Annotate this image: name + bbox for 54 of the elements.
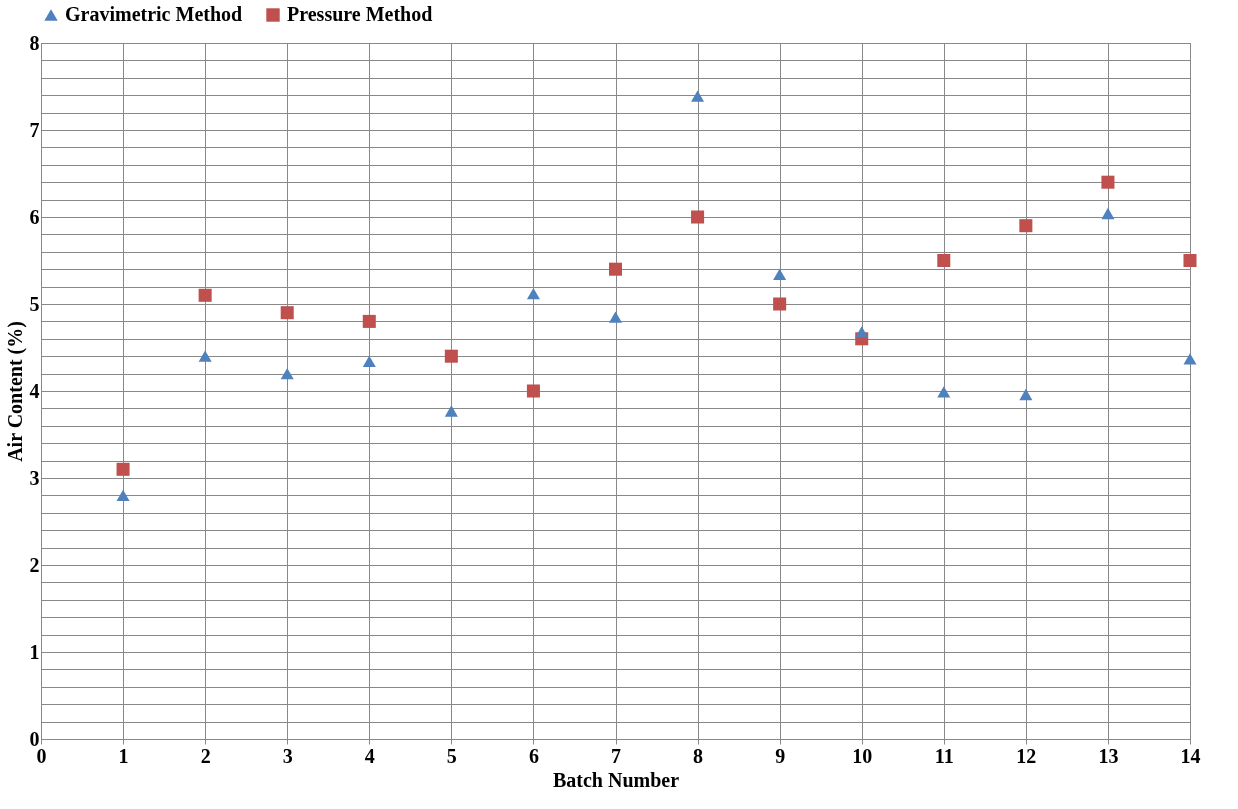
x-tick-label: 3 xyxy=(282,744,293,767)
point xyxy=(116,489,130,502)
point xyxy=(691,210,705,224)
point xyxy=(1019,388,1033,401)
point xyxy=(691,90,705,102)
point xyxy=(280,306,294,320)
y-tick-label: 8 xyxy=(29,31,40,54)
x-axis-title: Batch Number xyxy=(552,768,680,791)
x-tick-label: 4 xyxy=(364,744,375,767)
point xyxy=(773,297,787,311)
x-tick-label: 2 xyxy=(200,744,211,767)
point xyxy=(116,462,130,476)
point xyxy=(444,405,458,417)
y-tick-label: 4 xyxy=(29,379,40,402)
x-tick-label: 14 xyxy=(1180,744,1201,767)
x-tick-label: 5 xyxy=(446,744,457,767)
x-tick-label: 13 xyxy=(1098,744,1119,767)
y-tick-label: 0 xyxy=(29,727,40,750)
x-tick-label: 8 xyxy=(693,744,704,767)
x-tick-label: 1 xyxy=(118,744,129,767)
y-tick-label: 6 xyxy=(29,205,40,228)
point xyxy=(280,367,294,380)
point xyxy=(444,349,458,363)
x-tick-label: 6 xyxy=(528,744,539,767)
point xyxy=(362,314,376,328)
x-tick-label: 12 xyxy=(1016,744,1037,767)
point xyxy=(362,355,376,368)
point xyxy=(1183,353,1197,365)
legend-label: Gravimetric Method xyxy=(65,3,243,25)
point xyxy=(1101,207,1115,220)
point xyxy=(773,268,787,281)
y-axis-title: Air Content (%) xyxy=(3,321,27,462)
legend-label: Pressure Method xyxy=(287,3,433,25)
point xyxy=(1019,219,1033,233)
point xyxy=(608,311,623,323)
point xyxy=(526,384,540,398)
y-tick-label: 2 xyxy=(29,553,40,576)
y-tick-label: 1 xyxy=(29,640,40,663)
point xyxy=(1183,253,1197,268)
point xyxy=(855,326,869,338)
x-tick-label: 10 xyxy=(852,744,873,767)
x-tick-label: 7 xyxy=(611,744,621,767)
y-tick-label: 3 xyxy=(29,466,40,489)
y-tick-label: 5 xyxy=(29,292,40,315)
point xyxy=(526,287,540,300)
point xyxy=(937,253,951,268)
x-tick-label: 11 xyxy=(934,744,954,767)
x-tick-label: 9 xyxy=(775,744,786,767)
point xyxy=(1101,175,1115,189)
point xyxy=(937,386,951,398)
point xyxy=(608,262,623,276)
point xyxy=(198,288,212,302)
point xyxy=(198,350,212,362)
y-tick-label: 7 xyxy=(29,118,40,141)
